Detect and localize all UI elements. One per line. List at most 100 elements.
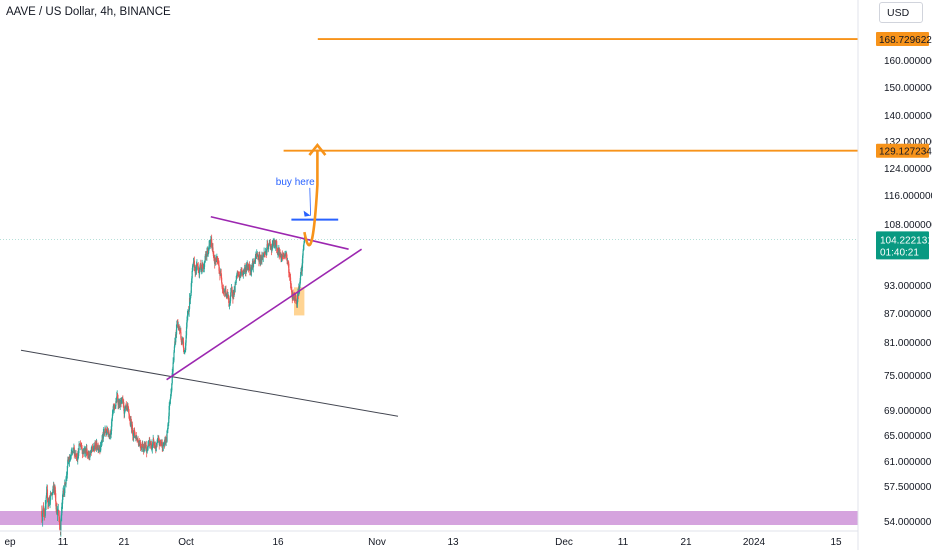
- candle: [241, 270, 244, 275]
- candle: [208, 240, 210, 251]
- target-price-badge: [876, 32, 929, 47]
- candle: [234, 281, 236, 293]
- candle: [186, 310, 188, 323]
- candle: [287, 260, 289, 266]
- candle: [300, 268, 302, 277]
- x-tick-label: 15: [830, 537, 842, 548]
- candle: [78, 441, 80, 454]
- candle: [152, 441, 154, 448]
- y-tick-label: 65.000000: [884, 431, 932, 442]
- candle: [170, 388, 172, 399]
- candle: [211, 234, 213, 248]
- x-tick-label: Nov: [368, 537, 386, 548]
- candle: [241, 267, 243, 277]
- wedge-lower-line: [166, 248, 363, 381]
- candle: [162, 442, 164, 452]
- candle: [188, 293, 191, 311]
- candle: [212, 243, 214, 254]
- candle: [43, 512, 45, 521]
- x-tick-label: 11: [618, 537, 629, 548]
- candle: [164, 436, 166, 447]
- candle: [49, 499, 51, 509]
- candle: [157, 434, 159, 444]
- candle: [183, 347, 185, 354]
- candle: [71, 450, 74, 456]
- candle: [175, 324, 178, 339]
- candle: [302, 253, 304, 269]
- candle: [226, 293, 228, 298]
- candle: [206, 247, 208, 261]
- candle: [281, 250, 283, 259]
- candle: [140, 439, 142, 452]
- candle: [88, 453, 91, 461]
- candle: [240, 268, 243, 273]
- candle: [199, 264, 201, 273]
- countdown-label: 01:40:21: [880, 247, 919, 258]
- candle: [110, 419, 113, 435]
- candle: [111, 409, 114, 421]
- candle: [291, 286, 293, 296]
- candle: [67, 456, 69, 469]
- candle: [192, 263, 194, 271]
- candle: [73, 445, 75, 459]
- candle: [255, 251, 257, 259]
- candle: [148, 444, 150, 447]
- candle: [271, 240, 273, 251]
- candle: [189, 294, 192, 305]
- candle: [120, 397, 123, 404]
- candle: [193, 256, 195, 272]
- candle: [127, 403, 129, 408]
- candle: [174, 337, 176, 348]
- currency-button[interactable]: USD: [879, 2, 923, 23]
- candle: [105, 428, 107, 434]
- candle: [43, 508, 45, 515]
- candle: [179, 328, 181, 335]
- candle: [263, 251, 266, 258]
- candle: [175, 331, 177, 345]
- candle: [280, 257, 283, 263]
- candle: [119, 397, 121, 410]
- candle: [75, 454, 78, 461]
- y-tick-label: 81.000000: [884, 338, 932, 349]
- candle: [225, 285, 227, 298]
- candle: [106, 425, 108, 436]
- candle: [58, 509, 60, 517]
- candle: [62, 487, 64, 500]
- candle: [192, 257, 195, 267]
- candle: [172, 357, 174, 375]
- candle: [219, 268, 221, 276]
- candle: [44, 500, 46, 518]
- y-tick-label: 108.000000: [884, 220, 932, 231]
- candle: [229, 295, 231, 306]
- candle: [289, 272, 291, 279]
- target-price-label: 168.729622: [879, 35, 932, 46]
- drawing-layer: buy here: [0, 38, 858, 417]
- candle: [201, 262, 204, 272]
- candle: [215, 255, 218, 263]
- candle: [64, 481, 66, 486]
- candle: [111, 417, 113, 427]
- candle: [156, 439, 158, 448]
- x-tick-label: 21: [118, 537, 130, 548]
- candle: [208, 239, 211, 250]
- candle: [228, 303, 231, 310]
- y-tick-label: 69.000000: [884, 406, 932, 417]
- candle: [148, 437, 150, 449]
- candle: [151, 444, 153, 454]
- candle: [86, 444, 88, 458]
- candle: [60, 517, 62, 537]
- candle: [65, 475, 67, 488]
- candle: [64, 479, 66, 497]
- support-zone: [0, 511, 858, 525]
- candle: [117, 393, 119, 400]
- candle: [154, 441, 156, 450]
- candle: [190, 281, 192, 296]
- x-tick-label: Dec: [555, 537, 573, 548]
- x-tick-label: 2024: [743, 537, 766, 548]
- candle: [253, 258, 255, 267]
- candle: [205, 251, 207, 261]
- buy-arrow-head: [303, 210, 311, 217]
- candle: [208, 246, 210, 255]
